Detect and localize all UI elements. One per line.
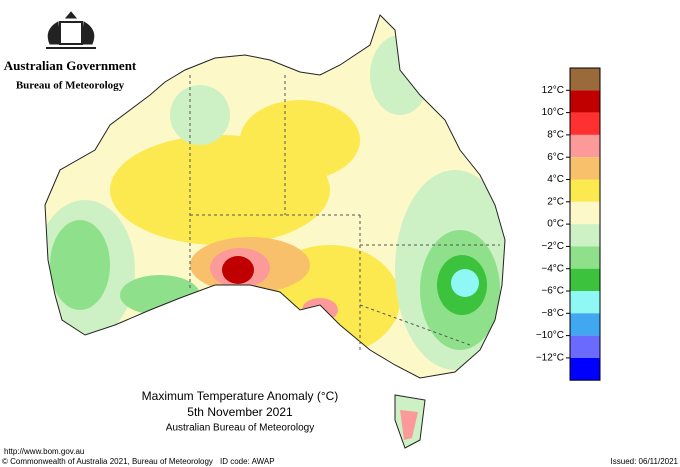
- legend-label: 4°C: [547, 174, 564, 185]
- legend-swatch: [570, 313, 600, 336]
- legend-label: −6°C: [541, 286, 564, 297]
- legend-label: −10°C: [536, 330, 564, 341]
- legend-label: 12°C: [542, 85, 564, 96]
- legend-swatch: [570, 268, 600, 291]
- url: http://www.bom.gov.au: [4, 447, 84, 456]
- legend-label: 2°C: [547, 196, 564, 207]
- legend-swatch: [570, 357, 600, 381]
- legend-label: 6°C: [547, 152, 564, 163]
- legend-swatch: [570, 201, 600, 225]
- copyright: © Commonwealth of Australia 2021, Bureau…: [2, 457, 213, 466]
- legend-label: −2°C: [541, 241, 564, 252]
- legend-swatch: [570, 157, 600, 180]
- id-code: ID code: AWAP: [220, 457, 275, 466]
- legend-swatch: [570, 68, 600, 91]
- legend-label: −8°C: [541, 308, 564, 319]
- legend-label: −12°C: [536, 353, 564, 364]
- legend-swatch: [570, 335, 600, 358]
- legend: 12°C 10°C 8°C 6°C 4°C 2°C 0°C −2°C −4°C −6°C −8°C −…: [536, 67, 601, 381]
- legend-swatch: [570, 224, 600, 247]
- issued: Issued: 06/11/2021: [611, 457, 679, 466]
- legend-swatch: [570, 112, 600, 135]
- legend-label: 10°C: [542, 107, 564, 118]
- government: Australian Government: [4, 58, 137, 73]
- legend-swatch: [570, 291, 600, 314]
- map-title: Maximum Temperature Anomaly (°C): [142, 389, 339, 403]
- legend-swatch: [570, 90, 600, 113]
- state-borders: [189, 75, 500, 350]
- legend-swatch: [570, 179, 600, 202]
- bureau: Bureau of Meteorology: [16, 80, 125, 92]
- legend-label: 8°C: [547, 130, 564, 141]
- map-date: 5th November 2021: [187, 405, 293, 419]
- map-source: Australian Bureau of Meteorology: [166, 423, 314, 434]
- legend-label: −4°C: [541, 263, 564, 274]
- crest: [46, 11, 96, 49]
- australia-map: [44, 14, 506, 449]
- legend-swatch: [570, 246, 600, 269]
- legend-label: 0°C: [547, 219, 564, 230]
- legend-swatch: [570, 134, 600, 158]
